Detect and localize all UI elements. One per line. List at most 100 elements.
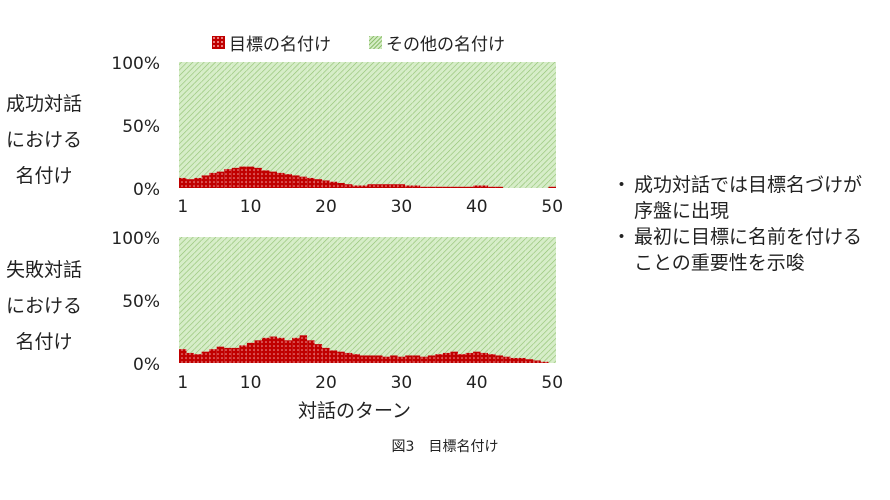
failure-goal-bar — [435, 354, 443, 363]
legend-goal-swatch — [212, 36, 225, 49]
notes: 成功対話では目標名づけが 序盤に出現 最初に目標に名前を付ける ことの重要性を示… — [612, 172, 863, 276]
success-other-bar — [231, 62, 240, 168]
failure-other-bar — [473, 237, 481, 352]
success-other-bar — [503, 62, 511, 188]
failure-goal-bar — [367, 355, 376, 363]
failure-other-bar — [284, 237, 293, 341]
failure-other-bar — [412, 237, 421, 356]
failure-goal-bar — [194, 354, 202, 363]
success-goal-bar — [375, 184, 383, 188]
success-y-tick-label: 0% — [133, 180, 160, 200]
success-goal-bar — [284, 174, 293, 188]
failure-other-bar — [322, 237, 330, 348]
failure-goal-bar — [329, 350, 338, 363]
failure-goal-bar — [359, 355, 368, 363]
success-goal-bar — [427, 186, 436, 188]
success-other-bar — [194, 62, 202, 178]
success-goal-bar — [442, 186, 451, 188]
success-other-bar — [465, 62, 474, 187]
legend-other-label: その他の名付け — [386, 35, 505, 55]
success-goal-bar — [450, 186, 458, 188]
success-goal-bar — [209, 172, 217, 188]
success-goal-bar — [194, 177, 202, 188]
success-goal-bar — [246, 166, 255, 188]
success-goal-bar — [292, 175, 300, 188]
figure-caption: 図3 目標名付け — [391, 439, 499, 455]
success-other-bar — [405, 62, 413, 186]
success-x-tick-label: 10 — [240, 197, 262, 217]
note-1: 成功対話では目標名づけが 序盤に出現 — [612, 172, 862, 224]
failure-goal-bar — [246, 342, 255, 363]
failure-goal-bar — [186, 352, 195, 363]
failure-other-bar — [269, 237, 278, 337]
failure-other-bar — [359, 237, 368, 356]
failure-goal-bar — [405, 355, 413, 363]
success-other-bar — [390, 62, 398, 185]
failure-other-bar — [450, 237, 458, 352]
failure-other-bar — [518, 237, 526, 358]
failure-other-bar — [405, 237, 413, 356]
success-other-bar — [420, 62, 428, 187]
failure-other-bar — [307, 237, 315, 341]
success-other-bar — [239, 62, 247, 167]
failure-goal-bar — [390, 355, 398, 363]
failure-other-bar — [510, 237, 519, 358]
failure-other-bar — [390, 237, 398, 356]
success-goal-bar — [480, 185, 489, 188]
failure-x-tick-label: 30 — [391, 373, 413, 393]
success-goal-bar — [420, 186, 428, 188]
success-other-bar — [179, 62, 187, 178]
success-goal-bar — [314, 179, 323, 188]
success-goal-bar — [254, 167, 262, 188]
note-2-line-1: 最初に目標に名前を付ける — [634, 226, 863, 248]
failure-goal-bar — [510, 357, 519, 363]
failure-x-tick-label: 40 — [466, 373, 488, 393]
failure-goal-bar — [450, 351, 458, 363]
failure-goal-bar — [442, 352, 451, 363]
success-other-bar — [201, 62, 210, 176]
failure-goal-bar — [344, 352, 353, 363]
success-other-bar — [186, 62, 195, 180]
legend-goal-label: 目標の名付け — [229, 35, 331, 55]
failure-other-bar — [442, 237, 451, 353]
failure-x-tick-label: 1 — [177, 373, 188, 393]
failure-other-bar — [480, 237, 489, 353]
success-other-bar — [209, 62, 217, 173]
success-goal-bar — [322, 180, 330, 188]
success-other-bar — [224, 62, 232, 170]
success-goal-bar — [405, 185, 413, 188]
failure-x-tick-label: 50 — [541, 373, 563, 393]
success-other-bar — [488, 62, 496, 187]
success-goal-bar — [382, 184, 391, 188]
failure-other-bar — [201, 237, 210, 352]
success-x-tick-label: 30 — [391, 197, 413, 217]
success-other-bar — [518, 62, 526, 188]
failure-other-bar — [435, 237, 443, 355]
failure-goal-bar — [277, 337, 285, 363]
failure-goal-bar — [473, 351, 481, 363]
failure-other-bar — [382, 237, 391, 357]
failure-other-bar — [540, 237, 549, 362]
failure-goal-bar — [503, 356, 511, 363]
failure-goal-bar — [292, 337, 300, 363]
failure-goal-bar — [375, 355, 383, 363]
failure-chart: 100% 50% 0% 1 10 20 30 40 50 — [111, 229, 563, 393]
failure-goal-bar — [322, 347, 330, 363]
success-other-bar — [525, 62, 534, 188]
success-other-bar — [284, 62, 293, 175]
failure-other-bar — [261, 237, 270, 338]
failure-other-bar — [420, 237, 428, 357]
success-other-bar — [533, 62, 541, 188]
success-other-bar — [329, 62, 338, 182]
failure-other-bar — [179, 237, 187, 350]
failure-other-bar — [216, 237, 225, 347]
failure-goal-bar — [397, 356, 406, 363]
success-y-tick-label: 100% — [111, 54, 160, 74]
success-goal-bar — [457, 186, 466, 188]
failure-goal-bar — [352, 354, 360, 363]
failure-goal-bar — [412, 355, 421, 363]
success-row-label-line: における — [5, 129, 82, 151]
success-other-bar — [269, 62, 278, 172]
failure-y-tick-label: 50% — [122, 292, 160, 312]
failure-goal-bar — [540, 361, 549, 363]
